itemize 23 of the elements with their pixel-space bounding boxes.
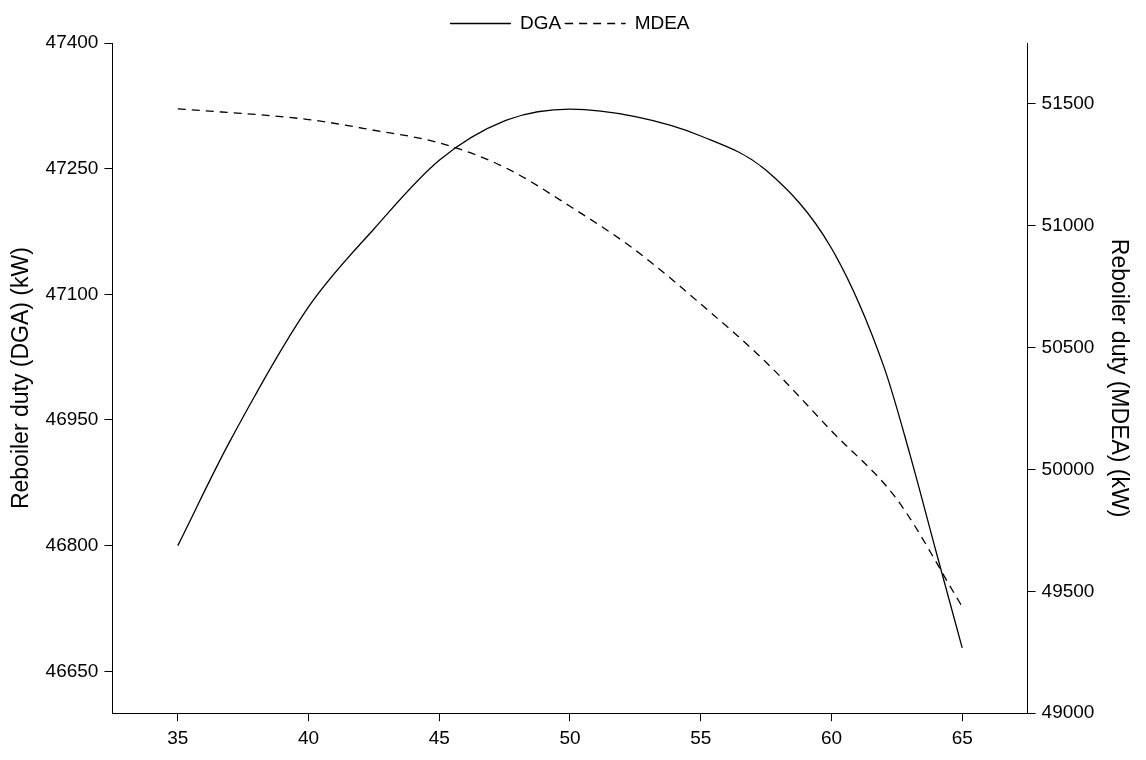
y2-axis-title: Reboiler duty (MDEA) (kW): [1106, 238, 1133, 518]
y2-tick-label: 50000: [1041, 457, 1095, 479]
x-tick-label: 55: [690, 726, 712, 748]
y-tick-label: 46800: [45, 533, 99, 555]
legend-label: DGA: [519, 11, 562, 33]
x-tick-label: 45: [428, 726, 450, 748]
x-tick-label: 65: [951, 726, 973, 748]
y-tick-label: 47400: [45, 31, 99, 53]
x-tick-label: 40: [297, 726, 320, 748]
x-tick-label: 50: [559, 726, 581, 748]
x-tick-label: 35: [167, 726, 189, 748]
y2-tick-label: 49500: [1041, 579, 1095, 601]
y2-tick-label: 51000: [1041, 214, 1095, 236]
x-tick-label: 60: [820, 726, 843, 748]
y-axis-title: Reboiler duty (DGA) (kW): [7, 247, 34, 510]
y2-tick-label: 51500: [1041, 92, 1095, 114]
y-tick-label: 46950: [45, 408, 99, 430]
legend-label: MDEA: [634, 11, 690, 33]
y-tick-label: 47250: [45, 156, 99, 178]
y-tick-label: 46650: [45, 659, 99, 681]
y-tick-label: 47100: [45, 282, 99, 304]
y2-tick-label: 49000: [1041, 701, 1095, 723]
y2-tick-label: 50500: [1041, 335, 1095, 357]
